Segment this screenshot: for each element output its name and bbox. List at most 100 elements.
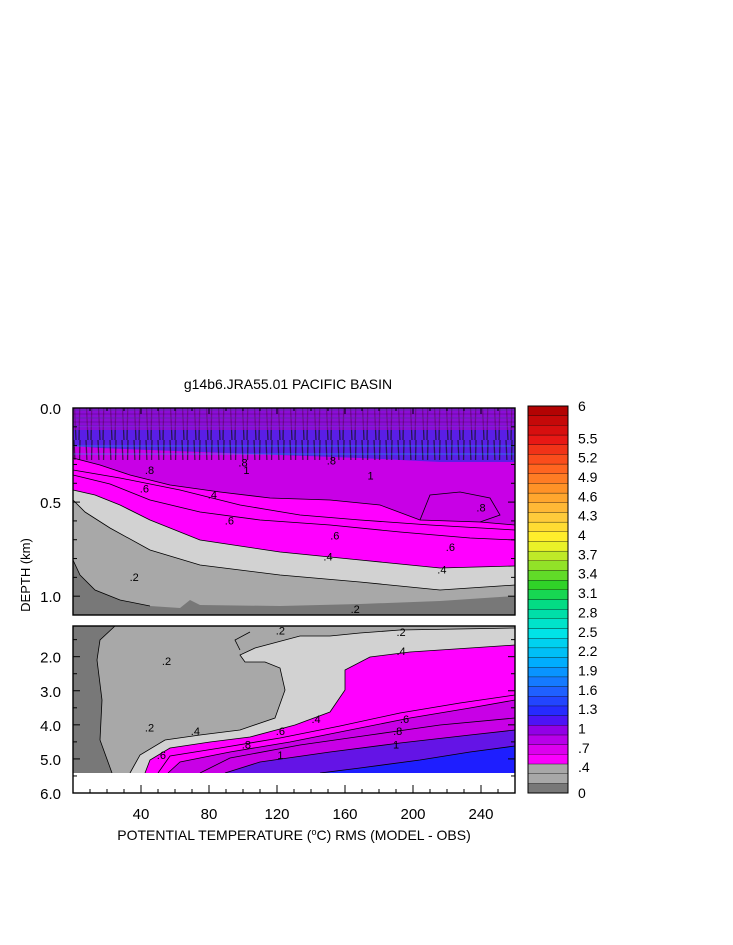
- upper-contour-line: [72, 499, 516, 591]
- x-axis: 40 80 120 160 200 240: [89, 408, 499, 823]
- colorbar-swatch: [527, 618, 569, 629]
- lower-panel: .2.2.2.2.4.4.4.6.6.6.8.811: [72, 625, 516, 794]
- contour-label: .4: [208, 489, 217, 501]
- contour-label: .8: [393, 726, 402, 738]
- contour-label: .2: [130, 572, 139, 584]
- x-axis-label-post: C) RMS (MODEL - OBS): [316, 827, 470, 843]
- colorbar-swatch: [527, 686, 569, 697]
- colorbar-label: 1.9: [578, 662, 598, 678]
- contour-label: 1: [243, 465, 249, 477]
- colorbar-swatch: [527, 580, 569, 590]
- lower-contour-line: [319, 745, 516, 774]
- contour-label: .6: [225, 516, 234, 528]
- colorbar-label: 3.4: [578, 566, 598, 582]
- lower-contour-line: [199, 717, 516, 774]
- y-tick-label: 6.0: [40, 786, 61, 803]
- upper-contour-line: [72, 469, 516, 531]
- upper-contour-labels: .8 .6 .6 .8 .8 .6 .6 .8 .4 .4 .4 .2 .2 1 1: [130, 455, 486, 616]
- colorbar-swatch: [527, 405, 569, 416]
- colorbar-swatch: [527, 696, 569, 707]
- contour-label: .6: [276, 726, 285, 738]
- lower-contour-line: [224, 729, 516, 774]
- colorbar-label: .4: [578, 759, 590, 775]
- colorbar-label: 4.3: [578, 508, 598, 524]
- y-axis-upper: 0.0 0.5 1.0: [40, 401, 515, 616]
- upper-top-stripes: [73, 408, 515, 426]
- lower-contour-lines: [96, 625, 516, 774]
- contour-label: .8: [327, 455, 336, 467]
- y-tick-label: 2.0: [40, 650, 61, 667]
- colorbar-label: 6: [578, 398, 586, 414]
- contour-label: .8: [145, 465, 154, 477]
- contour-label: 1: [277, 750, 283, 762]
- colorbar-swatch: [527, 715, 569, 726]
- colorbar-swatch: [527, 754, 569, 765]
- x-axis-label-sup: o: [311, 827, 316, 837]
- contour-label: .8: [242, 740, 251, 752]
- upper-contour-line: [72, 474, 516, 541]
- colorbar-swatch: [527, 783, 569, 794]
- colorbar-swatch: [527, 463, 569, 474]
- x-tick-label: 120: [264, 806, 289, 823]
- no-data-strip: [73, 773, 515, 793]
- contour-label: 1: [393, 740, 399, 752]
- colorbar-label: 2.8: [578, 604, 598, 620]
- y-axis-label: DEPTH (km): [18, 538, 33, 612]
- chart-title: g14b6.JRA55.01 PACIFIC BASIN: [184, 376, 392, 392]
- colorbar-label: 4: [578, 527, 586, 543]
- colorbar-swatch: [527, 502, 569, 513]
- contour-label: .8: [476, 503, 485, 515]
- colorbar-label: 5.2: [578, 450, 598, 466]
- colorbar-swatch: [527, 773, 569, 784]
- colorbar-swatch: [527, 560, 569, 571]
- colorbar-label: 1.3: [578, 701, 598, 717]
- lower-contour-line: [144, 644, 516, 774]
- colorbar-label: 3.1: [578, 585, 598, 601]
- contour-label: .4: [191, 726, 200, 738]
- colorbar-frame: [527, 405, 569, 794]
- upper-panel: .8 .6 .6 .8 .8 .6 .6 .8 .4 .4 .4 .2 .2 1 1: [72, 407, 516, 616]
- contour-label: .2: [145, 723, 154, 735]
- x-tick-label: 200: [400, 806, 425, 823]
- colorbar-swatch: [527, 609, 569, 619]
- colorbar-swatch: [527, 434, 569, 445]
- colorbar-swatch: [527, 657, 569, 668]
- lower-contour-labels: .2.2.2.2.4.4.4.6.6.6.8.811: [145, 626, 409, 762]
- contour-label: .2: [276, 626, 285, 638]
- colorbar-swatch: [527, 425, 569, 436]
- colorbar-swatch: [527, 589, 569, 600]
- colorbar-swatch: [527, 676, 569, 687]
- contour-label: .2: [397, 627, 406, 639]
- colorbar-swatch: [527, 521, 569, 532]
- upper-contour-line: [72, 489, 516, 569]
- x-axis-label: POTENTIAL TEMPERATURE (oC) RMS (MODEL - …: [117, 827, 471, 843]
- colorbar-label: 2.5: [578, 624, 598, 640]
- colorbar-swatch: [527, 512, 569, 523]
- colorbar-swatch: [527, 734, 569, 745]
- colorbar-swatch: [527, 473, 569, 484]
- colorbar-swatch: [527, 550, 569, 561]
- colorbar-swatch: [527, 492, 569, 503]
- y-tick-label: 5.0: [40, 752, 61, 769]
- x-tick-label: 40: [133, 806, 150, 823]
- colorbar-swatch: [527, 763, 569, 774]
- colorbar-swatch: [527, 531, 569, 542]
- contour-label: .6: [400, 714, 409, 726]
- contour-label: .2: [162, 656, 171, 668]
- colorbar: 6 5.5 5.2 4.9 4.6 4.3 4 3.7 3.4 3.1 2.8 2.5 2.2 1.9 1.…: [527, 398, 598, 801]
- colorbar-swatch: [527, 541, 569, 552]
- y-tick-label: 0.5: [40, 495, 61, 512]
- colorbar-swatch: [527, 599, 569, 610]
- contour-label: .6: [140, 484, 149, 496]
- colorbar-label: 1.6: [578, 682, 598, 698]
- colorbar-swatch: [527, 483, 569, 494]
- colorbar-swatch: [527, 667, 569, 678]
- contour-label: .4: [397, 646, 406, 658]
- x-axis-label-pre: POTENTIAL TEMPERATURE (: [117, 827, 312, 843]
- y-axis-lower: 2.0 3.0 4.0 5.0 6.0: [40, 639, 515, 803]
- upper-contour-line: [72, 559, 151, 607]
- colorbar-swatch: [527, 415, 569, 426]
- upper-contour-lines: [72, 457, 516, 607]
- contour-label: .4: [312, 714, 321, 726]
